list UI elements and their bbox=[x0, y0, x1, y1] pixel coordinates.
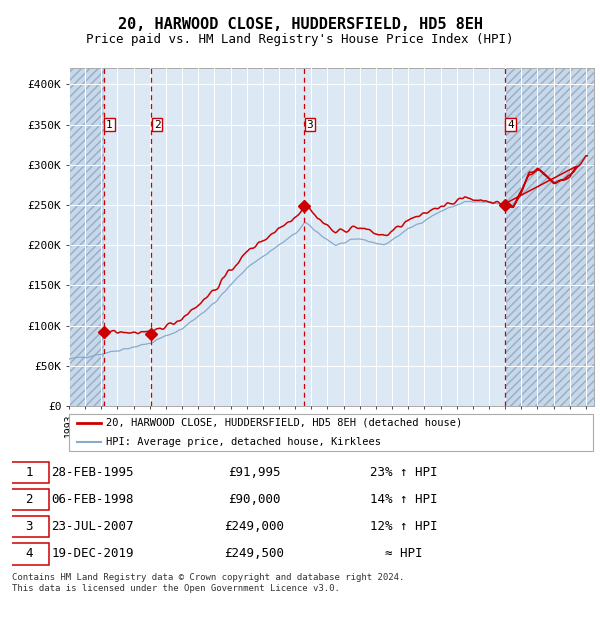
Text: £249,000: £249,000 bbox=[224, 520, 284, 533]
Text: £90,000: £90,000 bbox=[227, 493, 280, 506]
Text: £91,995: £91,995 bbox=[227, 466, 280, 479]
Text: 14% ↑ HPI: 14% ↑ HPI bbox=[370, 493, 437, 506]
Text: 28-FEB-1995: 28-FEB-1995 bbox=[52, 466, 134, 479]
Text: Price paid vs. HM Land Registry's House Price Index (HPI): Price paid vs. HM Land Registry's House … bbox=[86, 33, 514, 45]
Text: 06-FEB-1998: 06-FEB-1998 bbox=[52, 493, 134, 506]
Text: 1: 1 bbox=[106, 120, 113, 130]
FancyBboxPatch shape bbox=[69, 414, 593, 451]
FancyBboxPatch shape bbox=[9, 543, 49, 565]
FancyBboxPatch shape bbox=[9, 461, 49, 483]
Text: Contains HM Land Registry data © Crown copyright and database right 2024.
This d: Contains HM Land Registry data © Crown c… bbox=[12, 574, 404, 593]
Text: ≈ HPI: ≈ HPI bbox=[385, 547, 422, 560]
Text: 3: 3 bbox=[307, 120, 313, 130]
Text: 23-JUL-2007: 23-JUL-2007 bbox=[52, 520, 134, 533]
Text: 20, HARWOOD CLOSE, HUDDERSFIELD, HD5 8EH: 20, HARWOOD CLOSE, HUDDERSFIELD, HD5 8EH bbox=[118, 17, 482, 32]
Text: 2: 2 bbox=[154, 120, 161, 130]
Text: 20, HARWOOD CLOSE, HUDDERSFIELD, HD5 8EH (detached house): 20, HARWOOD CLOSE, HUDDERSFIELD, HD5 8EH… bbox=[106, 417, 462, 428]
Text: 12% ↑ HPI: 12% ↑ HPI bbox=[370, 520, 437, 533]
Bar bbox=[505, 68, 594, 406]
Text: £249,500: £249,500 bbox=[224, 547, 284, 560]
Text: 2: 2 bbox=[26, 493, 33, 506]
Text: HPI: Average price, detached house, Kirklees: HPI: Average price, detached house, Kirk… bbox=[106, 436, 381, 447]
Text: 23% ↑ HPI: 23% ↑ HPI bbox=[370, 466, 437, 479]
Text: 4: 4 bbox=[26, 547, 33, 560]
Text: 3: 3 bbox=[26, 520, 33, 533]
Text: 1: 1 bbox=[26, 466, 33, 479]
FancyBboxPatch shape bbox=[9, 489, 49, 510]
Text: 4: 4 bbox=[507, 120, 514, 130]
Text: 19-DEC-2019: 19-DEC-2019 bbox=[52, 547, 134, 560]
FancyBboxPatch shape bbox=[9, 516, 49, 538]
Bar bbox=[69, 68, 104, 406]
